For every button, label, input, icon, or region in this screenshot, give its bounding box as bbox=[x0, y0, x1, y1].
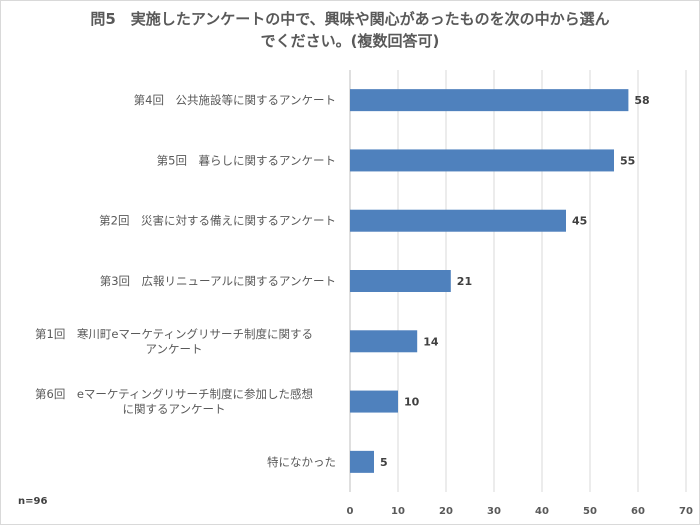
x-tick-label: 50 bbox=[583, 506, 597, 517]
bar bbox=[350, 209, 566, 232]
value-label: 55 bbox=[620, 154, 635, 167]
bar bbox=[350, 270, 451, 292]
value-label: 5 bbox=[380, 456, 388, 469]
bar bbox=[350, 89, 629, 112]
category-label: 第1回 寒川町eマーケティングリサーチ制度に関する bbox=[35, 327, 313, 341]
value-label: 10 bbox=[404, 396, 420, 409]
bar bbox=[350, 450, 374, 473]
x-tick-label: 40 bbox=[535, 506, 549, 517]
value-label: 21 bbox=[457, 275, 472, 288]
category-label: 特になかった bbox=[267, 455, 336, 469]
category-label: 第2回 災害に対する備えに関するアンケート bbox=[99, 214, 336, 228]
category-label: 第3回 広報リニューアルに関するアンケート bbox=[100, 274, 336, 288]
x-tick-label: 30 bbox=[487, 506, 501, 517]
x-tick-label: 60 bbox=[631, 506, 645, 517]
bar bbox=[350, 390, 398, 413]
chart-title-line-2: でください。(複数回答可) bbox=[260, 32, 440, 50]
bar bbox=[350, 330, 418, 353]
x-tick-label: 20 bbox=[439, 506, 453, 517]
bar bbox=[350, 149, 614, 172]
category-label: に関するアンケート bbox=[122, 402, 225, 416]
sample-size-note: n=96 bbox=[18, 496, 48, 507]
category-label: 第5回 暮らしに関するアンケート bbox=[157, 153, 336, 167]
x-tick-label: 70 bbox=[679, 506, 693, 517]
chart-title-line-1: 問5 実施したアンケートの中で、興味や関心があったものを次の中から選ん bbox=[90, 10, 610, 28]
category-label: 第6回 eマーケティングリサーチ制度に参加した感想 bbox=[35, 387, 313, 401]
x-tick-label: 0 bbox=[347, 506, 354, 517]
value-label: 45 bbox=[572, 215, 587, 228]
category-label: アンケート bbox=[145, 342, 202, 356]
x-tick-label: 10 bbox=[391, 506, 405, 517]
value-label: 58 bbox=[634, 94, 649, 107]
category-label: 第4回 公共施設等に関するアンケート bbox=[134, 93, 336, 107]
value-label: 14 bbox=[423, 335, 439, 348]
